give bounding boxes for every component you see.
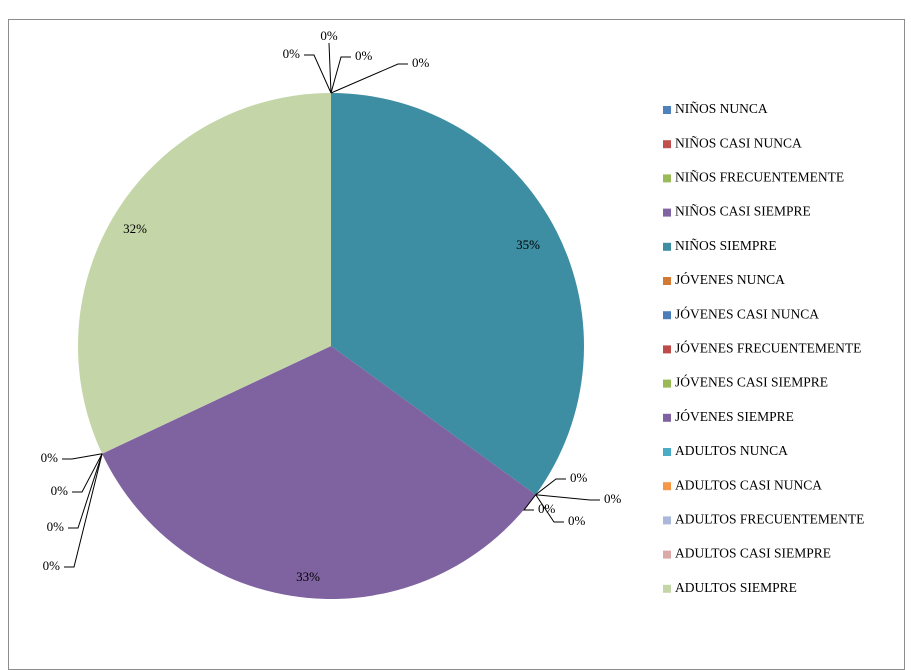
legend-swatch-ninos-nunca bbox=[663, 106, 671, 114]
data-labels: 35% 33% 32% 0% 0% 0% 0% 0% 0% 0% 0% 0% 0% 0% 0% bbox=[41, 28, 622, 584]
data-label-ninos-frecuentemente: 0% bbox=[355, 48, 373, 63]
pie-slice-jovenes-siempre bbox=[102, 346, 536, 599]
data-label-jovenes-casi-siempre: 0% bbox=[568, 513, 586, 528]
leader-line-ninos-frecuentemente bbox=[330, 56, 351, 94]
legend-label-adultos-nunca: ADULTOS NUNCA bbox=[675, 443, 788, 458]
legend-item-adultos-casi-nunca: ADULTOS CASI NUNCA bbox=[663, 477, 822, 492]
legend-label-jovenes-frecuentemente: JÓVENES FRECUENTEMENTE bbox=[675, 340, 861, 355]
legend-swatch-jovenes-siempre bbox=[663, 413, 671, 422]
legend-swatch-jovenes-casi-siempre bbox=[663, 379, 671, 388]
legend-item-jovenes-siempre: JÓVENES SIEMPRE bbox=[663, 409, 794, 424]
legend-label-ninos-casi-siempre: NIÑOS CASI SIEMPRE bbox=[675, 204, 811, 219]
legend-label-adultos-casi-nunca: ADULTOS CASI NUNCA bbox=[675, 477, 822, 492]
leader-line-adultos-nunca bbox=[62, 453, 103, 460]
data-label-adultos-frecuentemente: 0% bbox=[47, 519, 65, 534]
legend-swatch-adultos-siempre bbox=[663, 584, 671, 593]
legend-swatch-adultos-frecuentemente bbox=[663, 516, 671, 525]
pie-slice-ninos-siempre bbox=[331, 93, 584, 495]
legend-swatch-ninos-siempre bbox=[663, 242, 671, 251]
leader-line-jovenes-casi-nunca bbox=[535, 494, 600, 501]
data-label-ninos-casi-siempre: 0% bbox=[412, 55, 430, 70]
legend-swatch-adultos-nunca bbox=[663, 448, 671, 456]
legend-item-jovenes-frecuentemente: JÓVENES FRECUENTEMENTE bbox=[663, 340, 861, 355]
legend-item-ninos-nunca: NIÑOS NUNCA bbox=[663, 101, 768, 116]
legend-swatch-adultos-casi-siempre bbox=[663, 550, 671, 559]
legend-label-ninos-nunca: NIÑOS NUNCA bbox=[675, 101, 768, 116]
legend-item-adultos-siempre: ADULTOS SIEMPRE bbox=[663, 580, 797, 595]
data-label-jovenes-casi-nunca: 0% bbox=[604, 491, 622, 506]
leader-line-ninos-casi-siempre bbox=[330, 63, 408, 94]
leader-line-ninos-casi-nunca bbox=[328, 42, 332, 94]
leader-line-ninos-nunca bbox=[304, 54, 332, 94]
legend-label-ninos-frecuentemente: NIÑOS FRECUENTEMENTE bbox=[675, 169, 844, 184]
data-label-jovenes-siempre: 33% bbox=[296, 569, 320, 584]
legend-swatch-jovenes-casi-nunca bbox=[663, 311, 671, 320]
data-label-ninos-casi-nunca: 0% bbox=[320, 28, 338, 43]
leader-line-jovenes-nunca bbox=[535, 478, 566, 496]
data-label-jovenes-nunca: 0% bbox=[570, 470, 588, 485]
leader-line-jovenes-casi-siempre bbox=[535, 494, 564, 523]
legend-item-ninos-frecuentemente: NIÑOS FRECUENTEMENTE bbox=[663, 169, 844, 184]
legend-swatch-ninos-casi-nunca bbox=[663, 140, 671, 149]
legend-item-jovenes-casi-nunca: JÓVENES CASI NUNCA bbox=[663, 306, 819, 321]
legend-item-ninos-casi-nunca: NIÑOS CASI NUNCA bbox=[663, 135, 802, 150]
leader-line-adultos-frecuentemente bbox=[68, 453, 103, 529]
legend-swatch-jovenes-frecuentemente bbox=[663, 345, 671, 354]
data-label-adultos-nunca: 0% bbox=[41, 450, 59, 465]
legend-item-adultos-nunca: ADULTOS NUNCA bbox=[663, 443, 788, 458]
legend-label-ninos-casi-nunca: NIÑOS CASI NUNCA bbox=[675, 135, 802, 150]
legend-label-adultos-frecuentemente: ADULTOS FRECUENTEMENTE bbox=[675, 511, 864, 526]
leader-line-jovenes-frecuentemente bbox=[522, 494, 537, 511]
data-label-jovenes-frecuentemente: 0% bbox=[538, 501, 556, 516]
legend-item-adultos-casi-siempre: ADULTOS CASI SIEMPRE bbox=[663, 546, 831, 561]
legend-swatch-jovenes-nunca bbox=[663, 277, 671, 285]
legend-label-adultos-siempre: ADULTOS SIEMPRE bbox=[675, 580, 797, 595]
data-label-ninos-siempre: 35% bbox=[516, 237, 540, 252]
legend-label-jovenes-casi-siempre: JÓVENES CASI SIEMPRE bbox=[675, 375, 828, 390]
legend-label-jovenes-casi-nunca: JÓVENES CASI NUNCA bbox=[675, 306, 819, 321]
legend-label-jovenes-siempre: JÓVENES SIEMPRE bbox=[675, 409, 794, 424]
legend-label-adultos-casi-siempre: ADULTOS CASI SIEMPRE bbox=[675, 546, 831, 561]
legend-item-ninos-casi-siempre: NIÑOS CASI SIEMPRE bbox=[663, 204, 811, 219]
legend-item-jovenes-casi-siempre: JÓVENES CASI SIEMPRE bbox=[663, 375, 828, 390]
legend-item-ninos-siempre: NIÑOS SIEMPRE bbox=[663, 238, 777, 253]
legend-item-jovenes-nunca: JÓVENES NUNCA bbox=[663, 272, 785, 287]
legend-label-jovenes-nunca: JÓVENES NUNCA bbox=[675, 272, 785, 287]
legend-swatch-adultos-casi-nunca bbox=[663, 482, 671, 491]
legend: NIÑOS NUNCA NIÑOS CASI NUNCA NIÑOS FRECUEN… bbox=[663, 101, 864, 595]
data-label-adultos-casi-siempre: 0% bbox=[43, 558, 61, 573]
leader-lines bbox=[62, 42, 600, 568]
legend-swatch-ninos-frecuentemente bbox=[663, 174, 671, 183]
legend-swatch-ninos-casi-siempre bbox=[663, 208, 671, 217]
data-label-adultos-casi-nunca: 0% bbox=[51, 483, 69, 498]
data-label-adultos-siempre: 32% bbox=[123, 221, 147, 236]
pie-slices bbox=[78, 93, 584, 599]
leader-line-adultos-casi-nunca bbox=[72, 453, 103, 493]
pie-slice-adultos-siempre bbox=[78, 93, 331, 454]
legend-item-adultos-frecuentemente: ADULTOS FRECUENTEMENTE bbox=[663, 511, 864, 526]
data-label-ninos-nunca: 0% bbox=[283, 46, 301, 61]
legend-label-ninos-siempre: NIÑOS SIEMPRE bbox=[675, 238, 777, 253]
leader-line-adultos-casi-siempre bbox=[64, 453, 103, 568]
